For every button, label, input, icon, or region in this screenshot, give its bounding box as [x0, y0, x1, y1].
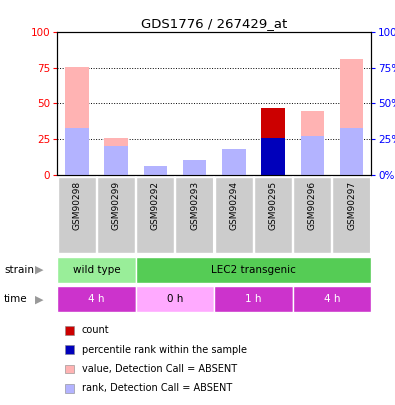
Text: 0 h: 0 h: [167, 294, 183, 304]
Text: GSM90293: GSM90293: [190, 181, 199, 230]
FancyBboxPatch shape: [333, 177, 371, 253]
Text: ▶: ▶: [35, 294, 44, 304]
Title: GDS1776 / 267429_at: GDS1776 / 267429_at: [141, 17, 288, 30]
Bar: [301, 111, 324, 175]
Bar: [144, 166, 167, 175]
Bar: [222, 149, 246, 175]
Bar: [104, 146, 128, 175]
FancyBboxPatch shape: [214, 177, 253, 253]
Bar: [65, 128, 88, 175]
Text: GSM90296: GSM90296: [308, 181, 317, 230]
FancyBboxPatch shape: [58, 177, 96, 253]
FancyBboxPatch shape: [136, 177, 174, 253]
Bar: [261, 108, 285, 175]
FancyBboxPatch shape: [97, 177, 135, 253]
Text: LEC2 transgenic: LEC2 transgenic: [211, 265, 296, 275]
FancyBboxPatch shape: [293, 177, 331, 253]
Text: 4 h: 4 h: [324, 294, 340, 304]
Text: strain: strain: [4, 265, 34, 275]
Text: value, Detection Call = ABSENT: value, Detection Call = ABSENT: [82, 364, 237, 374]
Bar: [65, 66, 88, 175]
Text: percentile rank within the sample: percentile rank within the sample: [82, 345, 247, 354]
FancyBboxPatch shape: [136, 286, 214, 312]
Text: ▶: ▶: [35, 265, 44, 275]
FancyBboxPatch shape: [214, 286, 293, 312]
Bar: [222, 149, 246, 175]
Text: 4 h: 4 h: [88, 294, 105, 304]
Bar: [261, 138, 285, 175]
Text: time: time: [4, 294, 28, 304]
Bar: [104, 138, 128, 175]
Text: GSM90295: GSM90295: [269, 181, 278, 230]
Bar: [340, 60, 363, 175]
Bar: [261, 138, 285, 175]
Text: GSM90292: GSM90292: [151, 181, 160, 230]
Text: GSM90297: GSM90297: [347, 181, 356, 230]
Text: GSM90298: GSM90298: [72, 181, 81, 230]
Text: rank, Detection Call = ABSENT: rank, Detection Call = ABSENT: [82, 384, 232, 393]
Text: GSM90299: GSM90299: [112, 181, 120, 230]
FancyBboxPatch shape: [175, 177, 214, 253]
Text: wild type: wild type: [73, 265, 120, 275]
FancyBboxPatch shape: [136, 257, 371, 283]
Bar: [183, 160, 207, 175]
Text: count: count: [82, 325, 109, 335]
Text: 1 h: 1 h: [245, 294, 262, 304]
FancyBboxPatch shape: [293, 286, 371, 312]
Bar: [340, 128, 363, 175]
Text: GSM90294: GSM90294: [229, 181, 239, 230]
FancyBboxPatch shape: [254, 177, 292, 253]
FancyBboxPatch shape: [57, 257, 136, 283]
FancyBboxPatch shape: [57, 286, 136, 312]
Bar: [183, 160, 207, 175]
Bar: [301, 136, 324, 175]
